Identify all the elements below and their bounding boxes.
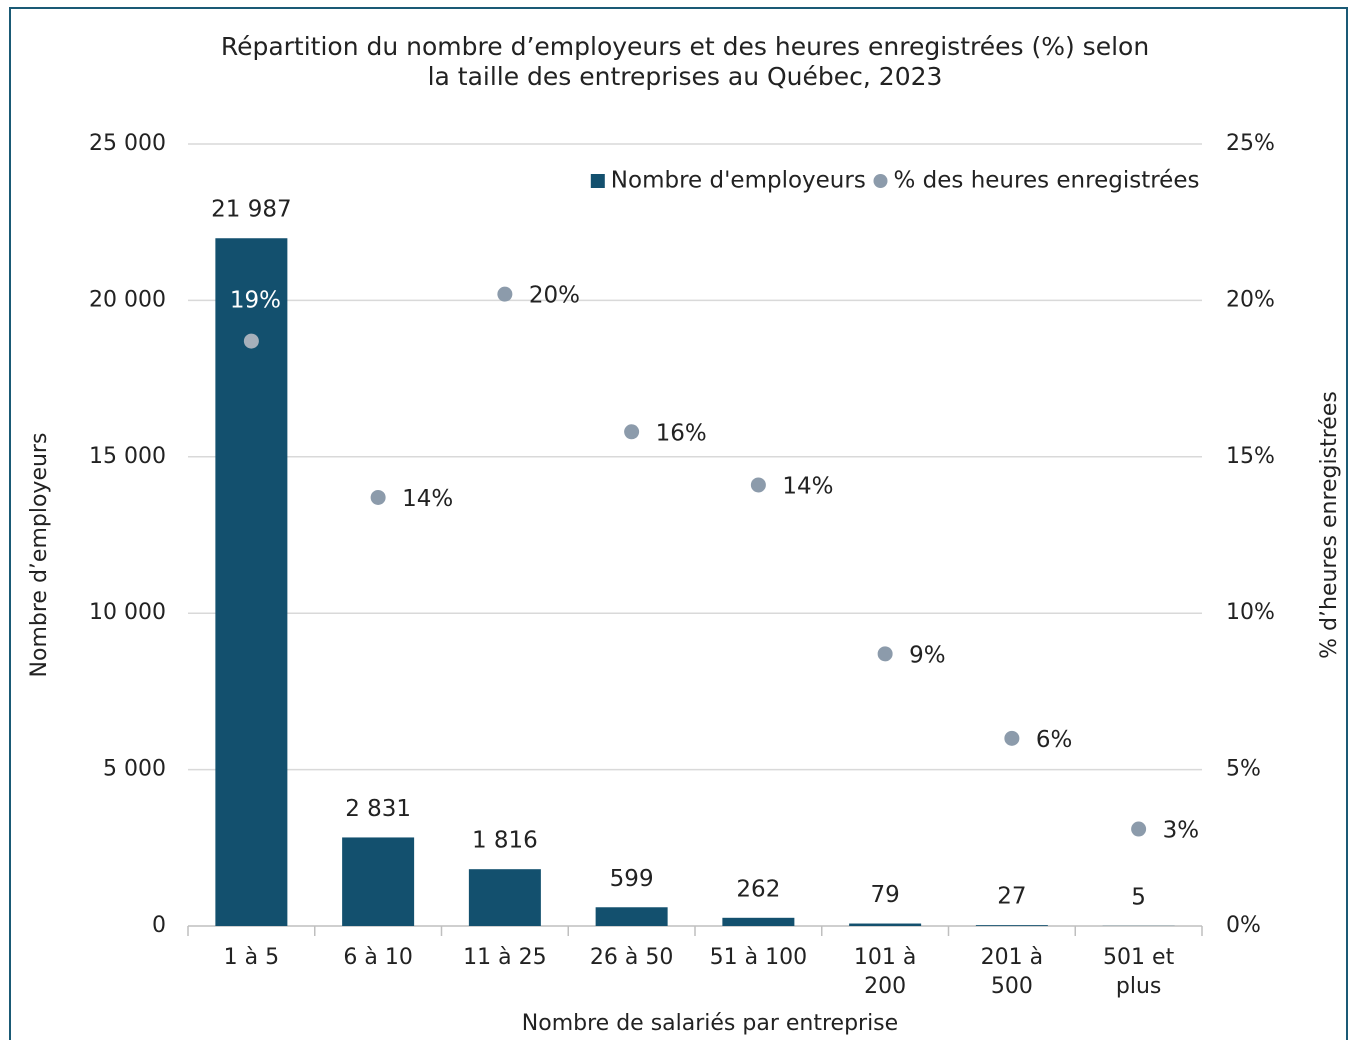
bar	[722, 917, 795, 926]
dot-label: 14%	[782, 473, 833, 499]
x-tick-label: 26 à 50	[590, 945, 673, 970]
bar-label: 5	[1131, 884, 1146, 910]
dot	[243, 333, 259, 349]
dot	[1131, 821, 1147, 837]
bar	[849, 923, 922, 926]
dot-label: 19%	[230, 288, 281, 314]
bar	[468, 869, 541, 926]
dot	[1004, 730, 1020, 746]
y2-tick-label: 20%	[1226, 287, 1275, 312]
y-tick-label: 0	[152, 913, 166, 938]
bar	[215, 238, 288, 926]
y2-tick-label: 15%	[1226, 444, 1275, 469]
y-tick-label: 15 000	[89, 444, 166, 469]
y-tick-label: 5 000	[103, 757, 166, 782]
chart-title: Répartition du nombre d’employeurs et de…	[221, 32, 1149, 91]
legend-swatch	[873, 174, 888, 188]
dot-label: 20%	[529, 283, 580, 309]
bar-label: 599	[610, 866, 654, 892]
dot	[877, 646, 893, 662]
bar-label: 27	[997, 884, 1026, 910]
y2-tick-label: 25%	[1226, 131, 1275, 156]
y-tick-label: 10 000	[89, 600, 166, 625]
y2-tick-label: 5%	[1226, 757, 1261, 782]
bar	[975, 925, 1048, 926]
frame	[9, 7, 1348, 1040]
dot-label: 3%	[1163, 818, 1200, 844]
dot	[370, 489, 386, 505]
x-tick-label: 1 à 5	[224, 945, 279, 970]
x-tick-label: 11 à 25	[463, 945, 546, 970]
dot-label: 9%	[909, 642, 946, 668]
y-tick-label: 20 000	[89, 287, 166, 312]
dot-label: 6%	[1036, 727, 1073, 753]
dot-label: 16%	[656, 420, 707, 446]
y2-tick-label: 10%	[1226, 600, 1275, 625]
y2-tick-label: 0%	[1226, 913, 1261, 938]
bar-label: 262	[736, 876, 780, 902]
bar	[595, 907, 668, 926]
dot	[750, 477, 766, 493]
dot	[624, 424, 640, 440]
dot	[497, 286, 513, 302]
bar-label: 21 987	[211, 197, 291, 223]
bar-label: 2 831	[345, 796, 411, 822]
bar	[342, 837, 415, 926]
x-tick-label: 51 à 100	[710, 945, 807, 970]
x-axis-title: Nombre de salariés par entreprise	[522, 1011, 898, 1036]
dot-label: 14%	[402, 486, 453, 512]
bar-label: 1 816	[472, 828, 538, 854]
legend-label: Nombre d'employeurs	[611, 168, 866, 194]
x-tick-label: 6 à 10	[343, 945, 412, 970]
bar-label: 79	[870, 882, 899, 908]
x-tick-label: 201 à 500	[981, 945, 1043, 999]
legend-label: % des heures enregistrées	[894, 168, 1200, 194]
x-tick-label: 501 et plus	[1103, 945, 1175, 999]
y-axis-title: Nombre d’employeurs	[27, 433, 52, 678]
x-tick-label: 101 à 200	[854, 945, 916, 999]
y2-axis-title: % d’heures enregistrées	[1317, 391, 1342, 659]
legend-swatch	[590, 174, 605, 188]
y-tick-label: 25 000	[89, 131, 166, 156]
